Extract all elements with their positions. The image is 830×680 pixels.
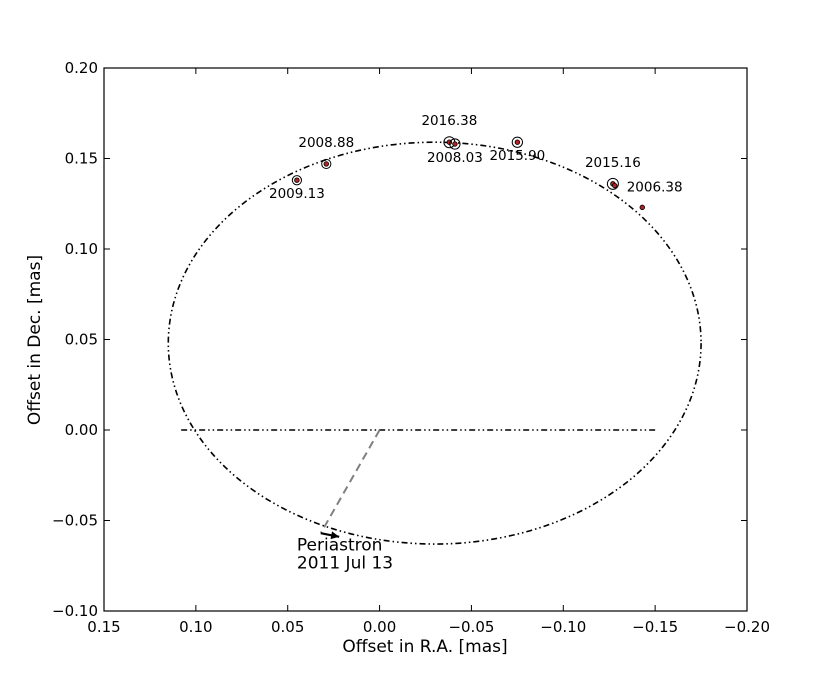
x-tick-label: −0.20 (724, 618, 770, 636)
error-circle (449, 138, 461, 150)
epoch-label: 2006.38 (627, 180, 683, 196)
periastron-arrow-head (330, 531, 340, 540)
epoch-label: 2015.90 (489, 148, 545, 164)
y-tick-label: 0.10 (65, 240, 98, 258)
periastron-label: Periastron (297, 536, 383, 556)
x-tick-label: 0.10 (179, 618, 212, 636)
y-tick-label: 0.20 (65, 59, 98, 77)
plot-frame (103, 67, 748, 612)
epoch-label: 2009.13 (269, 186, 325, 202)
epoch-label: 2008.03 (427, 150, 483, 166)
data-point (639, 204, 645, 211)
x-axis-label: Offset in R.A. [mas] (342, 637, 507, 657)
epoch-label: 2016.38 (421, 113, 477, 129)
x-tick-label: 0.15 (87, 618, 120, 636)
x-tick-label: 0.00 (363, 618, 396, 636)
periastron-date-label: 2011 Jul 13 (297, 554, 393, 574)
error-circle (321, 158, 332, 170)
periastron-line (319, 429, 381, 534)
x-tick-label: 0.05 (271, 618, 304, 636)
data-point (323, 161, 329, 167)
error-circle (511, 136, 524, 148)
y-tick-label: −0.10 (52, 602, 98, 620)
y-tick-label: 0.05 (65, 331, 98, 349)
x-tick-label: −0.05 (448, 618, 494, 636)
error-circle (606, 177, 619, 190)
y-tick-label: −0.05 (52, 512, 98, 530)
x-tick-label: −0.10 (540, 618, 586, 636)
data-point (452, 141, 458, 147)
data-point (612, 182, 618, 189)
orbit-ellipse (167, 141, 702, 545)
x-tick-label: −0.15 (632, 618, 678, 636)
y-tick-label: 0.00 (65, 421, 98, 439)
data-point (514, 139, 521, 145)
epoch-label: 2015.16 (585, 155, 641, 171)
data-point (294, 177, 300, 183)
epoch-label: 2008.88 (298, 135, 354, 151)
error-circle (291, 175, 302, 186)
y-tick-label: 0.15 (65, 150, 98, 168)
y-axis-label: Offset in Dec. [mas] (25, 255, 45, 425)
